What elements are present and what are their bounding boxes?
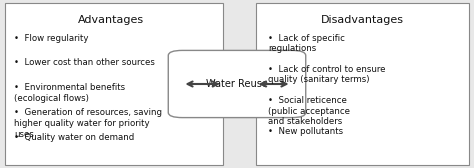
Text: •  Flow regularity: • Flow regularity <box>14 34 89 43</box>
FancyBboxPatch shape <box>168 50 306 118</box>
Text: Advantages: Advantages <box>78 15 145 25</box>
Text: •  Quality water on demand: • Quality water on demand <box>14 133 135 142</box>
Text: •  Environmental benefits
(ecological flows): • Environmental benefits (ecological flo… <box>14 83 125 103</box>
Text: Disadvantages: Disadvantages <box>321 15 404 25</box>
Text: •  Lower cost than other sources: • Lower cost than other sources <box>14 58 155 68</box>
Text: •  Generation of resources, saving
higher quality water for priority
uses: • Generation of resources, saving higher… <box>14 108 162 139</box>
Text: •  Social reticence
(public acceptance
and stakeholders: • Social reticence (public acceptance an… <box>268 96 350 126</box>
Text: •  Lack of specific
regulations: • Lack of specific regulations <box>268 34 345 53</box>
Text: Water Reuse: Water Reuse <box>206 79 268 89</box>
FancyBboxPatch shape <box>256 3 469 165</box>
FancyBboxPatch shape <box>5 3 223 165</box>
Text: •  Lack of control to ensure
quality (sanitary terms): • Lack of control to ensure quality (san… <box>268 65 385 85</box>
Text: •  New pollutants: • New pollutants <box>268 127 343 136</box>
